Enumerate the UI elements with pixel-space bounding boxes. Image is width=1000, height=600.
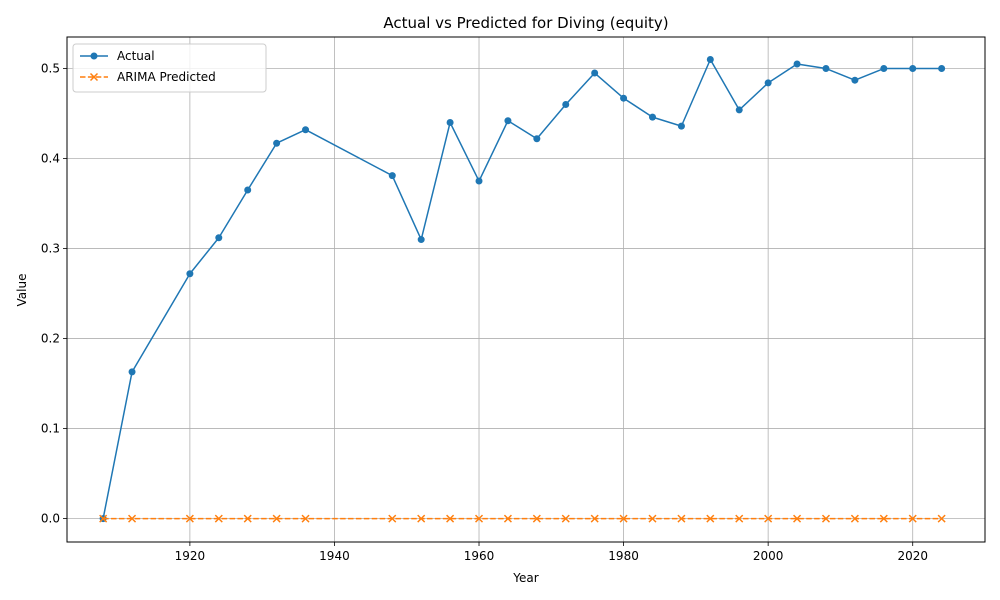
y-tick-label: 0.2 xyxy=(41,332,60,346)
x-tick-label: 1960 xyxy=(464,549,495,563)
actual-point xyxy=(533,135,541,143)
arima-predicted-point xyxy=(503,514,512,523)
x-tick-label: 1980 xyxy=(608,549,639,563)
actual-point xyxy=(215,234,223,242)
arima-predicted-point xyxy=(937,514,946,523)
chart-title: Actual vs Predicted for Diving (equity) xyxy=(383,14,668,32)
arima-predicted-point xyxy=(590,514,599,523)
legend-actual-marker xyxy=(90,52,98,60)
actual-point xyxy=(504,117,512,125)
arima-predicted-point xyxy=(388,514,397,523)
arima-predicted-point xyxy=(243,514,252,523)
actual-point xyxy=(591,69,599,77)
series-layer xyxy=(99,56,946,523)
arima-predicted-point xyxy=(446,514,455,523)
actual-point xyxy=(677,122,685,130)
y-tick-label: 0.3 xyxy=(41,242,60,256)
arima-predicted-point xyxy=(417,514,426,523)
actual-point xyxy=(128,368,136,376)
actual-point xyxy=(793,60,801,68)
actual-point xyxy=(562,101,570,109)
actual-point xyxy=(388,172,396,180)
arima-predicted-point xyxy=(474,514,484,523)
y-tick-label: 0.5 xyxy=(41,62,60,76)
arima-predicted-point xyxy=(648,514,657,523)
x-tick-label: 2000 xyxy=(753,549,784,563)
x-tick-label: 1940 xyxy=(319,549,350,563)
actual-point xyxy=(186,270,194,278)
x-axis: 1920 1940 1960 1980 2000 2020 xyxy=(175,542,928,563)
actual-point xyxy=(475,177,483,185)
legend-box xyxy=(72,43,267,93)
x-axis-label: Year xyxy=(512,571,538,585)
legend-predicted-label: ARIMA Predicted xyxy=(117,70,216,84)
y-axis: 0.0 0.1 0.2 0.3 0.4 0.5 xyxy=(41,62,67,526)
legend-predicted-marker xyxy=(89,72,99,82)
actual-point xyxy=(446,119,454,127)
arima-predicted-point xyxy=(735,514,744,523)
actual-point xyxy=(706,56,714,64)
actual-point xyxy=(417,236,425,244)
y-tick-label: 0.0 xyxy=(41,512,60,526)
arima-predicted-point xyxy=(214,514,223,523)
arima-predicted-point xyxy=(561,514,570,523)
plot-frame xyxy=(66,36,986,543)
actual-point xyxy=(302,126,310,134)
arima-predicted-point xyxy=(821,514,831,523)
actual-point xyxy=(909,65,917,73)
arima-predicted-point xyxy=(532,514,541,523)
arima-predicted-point xyxy=(272,514,281,523)
actual-point xyxy=(938,65,946,73)
arima-predicted-point xyxy=(793,514,802,523)
arima-predicted-point xyxy=(879,514,888,523)
y-axis-label: Value xyxy=(15,274,29,307)
arima-predicted-point xyxy=(706,514,715,523)
actual-point xyxy=(735,106,743,114)
actual-point xyxy=(244,186,252,194)
actual-point xyxy=(880,65,888,73)
actual-point xyxy=(764,79,772,87)
y-tick-label: 0.4 xyxy=(41,152,60,166)
arima-predicted-point xyxy=(99,514,108,523)
actual-point xyxy=(648,113,656,121)
arima-predicted-point xyxy=(301,514,310,523)
actual-point xyxy=(620,94,628,102)
actual-point xyxy=(822,65,830,73)
arima-predicted-point xyxy=(850,514,859,523)
arima-predicted-point xyxy=(764,514,773,523)
arima-predicted-point xyxy=(185,514,194,523)
x-tick-label: 1920 xyxy=(175,549,206,563)
arima-predicted-point xyxy=(128,514,137,523)
arima-predicted-point xyxy=(677,514,686,523)
legend-actual-label: Actual xyxy=(117,49,155,63)
arima-predicted-point xyxy=(619,514,628,523)
y-tick-label: 0.1 xyxy=(41,422,60,436)
legend: Actual ARIMA Predicted xyxy=(72,43,267,93)
arima-predicted-point xyxy=(908,514,917,523)
actual-point xyxy=(273,139,281,147)
actual-point xyxy=(851,76,859,84)
x-tick-label: 2020 xyxy=(897,549,928,563)
